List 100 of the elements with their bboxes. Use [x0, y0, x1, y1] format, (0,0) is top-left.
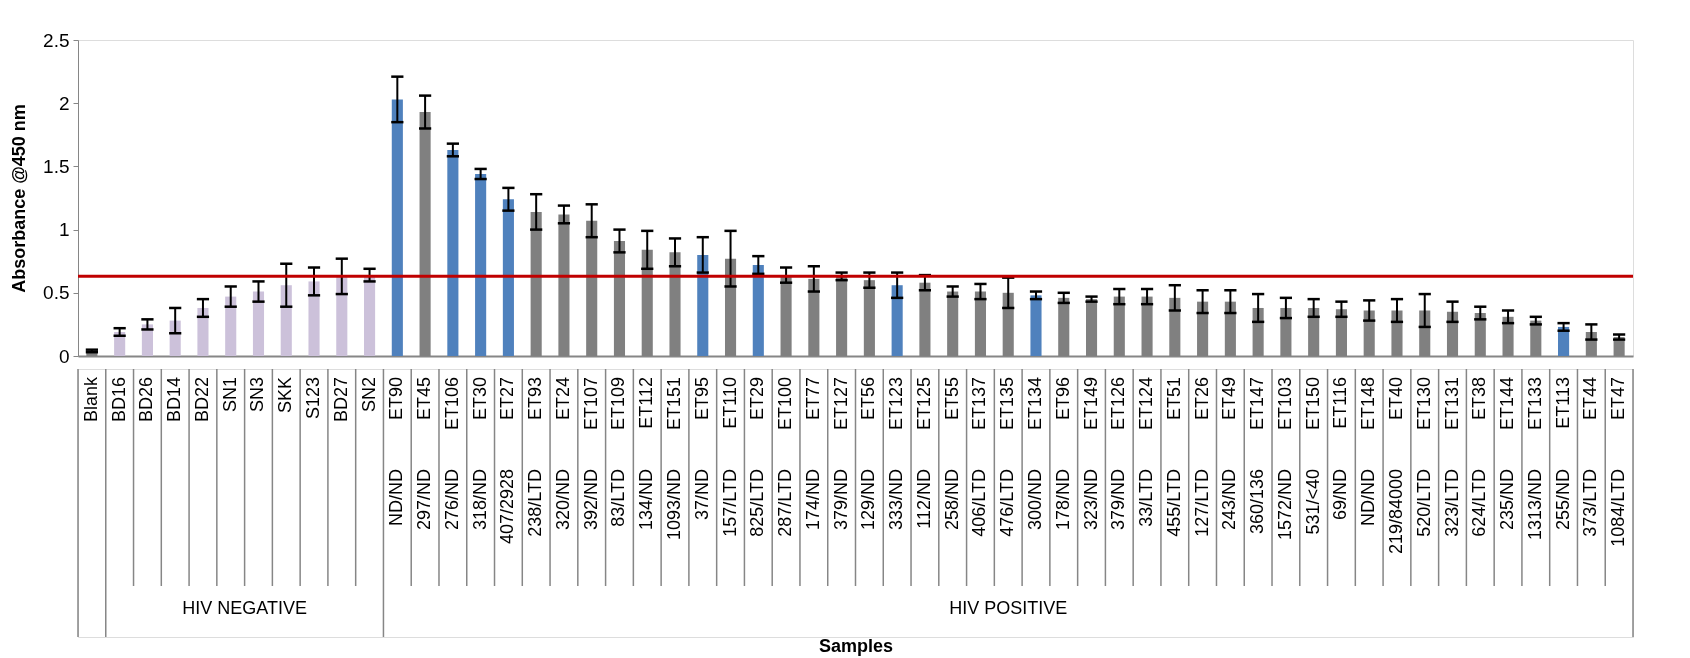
x-tick-label: Blank [80, 376, 101, 423]
x-tick-label: ET113 [1552, 377, 1573, 429]
y-axis-title: Absorbance @450 nm [9, 104, 30, 293]
x-tick-label: ET110 [719, 377, 740, 429]
x-tick-label: ET49 [1219, 377, 1240, 421]
text: 69/ND [1330, 469, 1351, 521]
text: 37/ND [691, 469, 712, 521]
bar [1030, 295, 1042, 356]
text: HIV POSITIVE [949, 598, 1068, 618]
x-tick-label: ET55 [941, 377, 962, 421]
bar [364, 275, 376, 356]
x-tick-label: SN3 [247, 377, 268, 413]
x-tick-label: ET103 [1274, 377, 1295, 431]
x-tick-label: ET109 [608, 377, 629, 431]
text: 112/ND [913, 469, 934, 529]
text: 476/LTD [997, 469, 1018, 537]
x-tick-label: ET134 [1024, 377, 1045, 431]
text: 392/ND [580, 469, 601, 531]
y-tick-label: 1.5 [43, 155, 70, 177]
x-tick-label: ET95 [691, 377, 712, 421]
x-tick-label: ET40 [1385, 377, 1406, 421]
x-tick-label: ET56 [858, 377, 879, 421]
text: ND/ND [1358, 469, 1379, 526]
x-tick-label: ET131 [1441, 377, 1462, 431]
text: 455/LTD [1163, 469, 1184, 537]
bar [697, 254, 709, 356]
x-tick-label: ET51 [1163, 377, 1184, 421]
x-tick-label: ET125 [913, 377, 934, 431]
text: 825/LTD [747, 469, 768, 537]
bar [336, 276, 348, 356]
x-tick-label: ET126 [1108, 377, 1129, 431]
x-tick-label: ET27 [497, 377, 518, 421]
text: 255/ND [1552, 469, 1573, 531]
text: 520/LTD [1413, 469, 1434, 537]
x-tick-label: ET26 [1191, 377, 1212, 421]
text: 373/LTD [1580, 469, 1601, 537]
text: HIV NEGATIVE [182, 598, 307, 618]
x-tick-label: SN1 [219, 377, 240, 413]
text: 379/ND [830, 469, 851, 531]
text: 83/LTD [608, 469, 629, 527]
text: 1084/LTD [1608, 469, 1629, 547]
x-tick-label: BD14 [164, 377, 185, 423]
bar [391, 99, 403, 356]
text: 243/ND [1219, 469, 1240, 531]
x-tick-label: ET124 [1136, 377, 1157, 431]
text: Samples [818, 635, 894, 656]
bar [502, 199, 514, 356]
text: 33/LTD [1136, 469, 1157, 527]
x-tick-label: ET106 [441, 377, 462, 431]
x-tick-label: ET30 [469, 377, 490, 421]
text: 1093/ND [664, 469, 685, 541]
text: 360/136 [1247, 469, 1268, 535]
x-tick-label: ET133 [1524, 377, 1545, 431]
x-tick-label: ET93 [525, 377, 546, 421]
text: 297/ND [414, 469, 435, 531]
text: 323/LTD [1441, 469, 1462, 537]
x-tick-label: SKK [275, 377, 296, 414]
text: 300/ND [1024, 469, 1045, 531]
text: 624/LTD [1469, 469, 1490, 537]
text: 174/ND [802, 469, 823, 531]
text: 219/84000 [1385, 469, 1406, 555]
x-tick-label: ET130 [1413, 377, 1434, 431]
x-tick-label: ET148 [1358, 377, 1379, 431]
bar [225, 296, 237, 356]
text: 258/ND [941, 469, 962, 531]
text: 157/LTD [719, 469, 740, 537]
text: 276/ND [441, 469, 462, 531]
text: 407/2928 [497, 469, 518, 545]
x-tick-label: ET127 [830, 377, 851, 431]
text: 235/ND [1497, 469, 1518, 531]
y-tick-label: 0.5 [43, 282, 70, 304]
text: ND/ND [386, 469, 407, 526]
x-tick-label: BD16 [108, 377, 129, 423]
x-tick-label: ET144 [1497, 377, 1518, 431]
x-tick-label: ET137 [969, 377, 990, 431]
y-tick-label: 1 [58, 219, 70, 241]
x-tick-label: ET107 [580, 377, 601, 431]
bar [308, 281, 320, 356]
x-tick-label: S123 [303, 377, 324, 420]
text: 320/ND [552, 469, 573, 531]
x-tick-label: BD22 [191, 377, 212, 423]
text: 531/<40 [1302, 469, 1323, 535]
x-tick-label: ET90 [386, 377, 407, 421]
text: 129/ND [858, 469, 879, 531]
text: 323/ND [1080, 469, 1101, 531]
x-tick-label: ET135 [997, 377, 1018, 431]
x-tick-label: ET24 [552, 377, 573, 421]
x-tick-label: ET151 [664, 377, 685, 431]
text: 1572/ND [1274, 469, 1295, 541]
x-tick-label: ET96 [1052, 377, 1073, 421]
text: 238/LTD [525, 469, 546, 537]
x-tick-label: ET45 [414, 377, 435, 421]
text: 318/ND [469, 469, 490, 531]
text: 379/ND [1108, 469, 1129, 531]
x-tick-label: BD27 [330, 377, 351, 423]
y-tick-label: 2 [58, 92, 70, 114]
x-tick-label: ET29 [747, 377, 768, 421]
bar [752, 264, 764, 356]
y-tick-label: 0 [58, 345, 70, 367]
bar [197, 307, 209, 356]
